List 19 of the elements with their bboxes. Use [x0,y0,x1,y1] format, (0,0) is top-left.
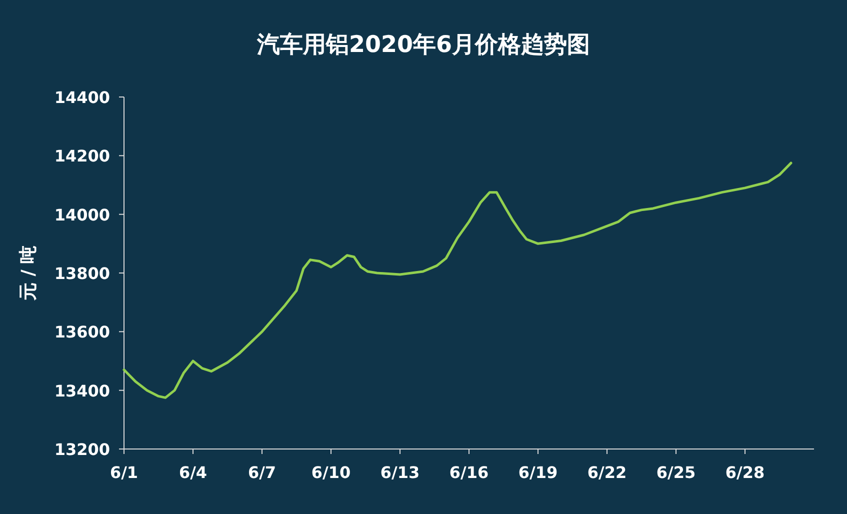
y-tick-label: 13800 [54,264,110,283]
y-tick-label: 14400 [54,88,110,107]
chart-title: 汽车用铝2020年6月价格趋势图 [256,32,590,58]
y-tick-label: 13600 [54,322,110,342]
y-tick-label: 13200 [54,440,110,459]
x-tick-label: 6/25 [656,463,696,482]
x-tick-label: 6/1 [110,463,138,482]
x-tick-label: 6/22 [587,463,627,482]
y-axis-title: 元 / 吨 [18,245,39,302]
x-tick-label: 6/13 [380,463,420,482]
x-tick-label: 6/4 [178,463,208,482]
y-tick-label: 13400 [54,381,110,400]
x-tick-label: 6/7 [248,463,276,482]
x-tick-label: 6/28 [725,463,765,482]
x-tick-label: 6/19 [518,463,558,482]
x-tick-label: 6/10 [311,463,351,482]
y-tick-label: 14000 [54,205,110,224]
y-tick-label: 14200 [54,146,110,166]
x-tick-label: 6/16 [449,463,489,482]
